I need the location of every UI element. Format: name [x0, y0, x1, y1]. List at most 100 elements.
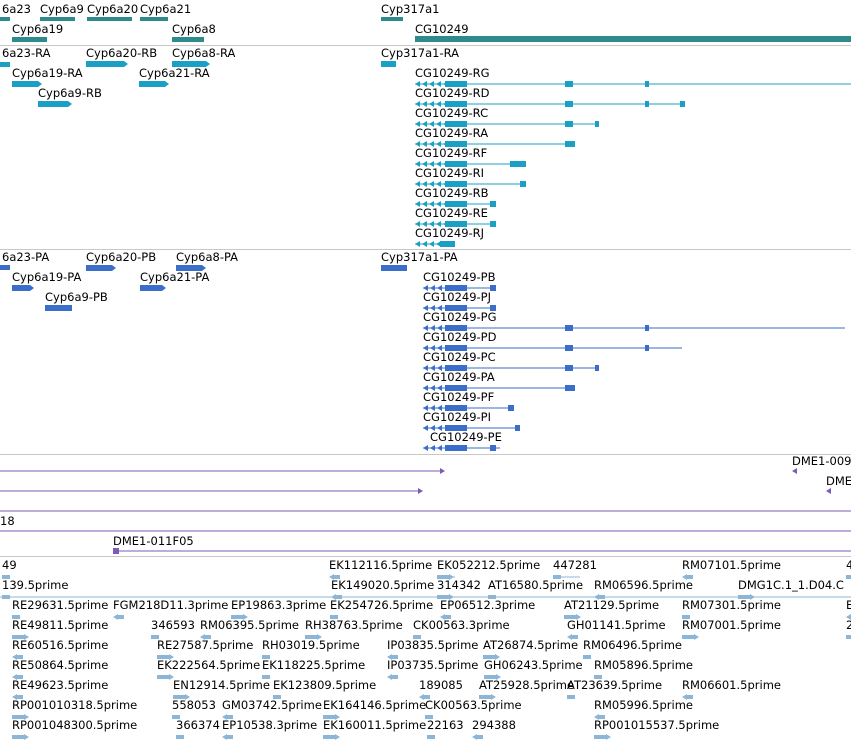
feature-label-rm07101-5prime[interactable]: RM07101.5prime	[682, 558, 781, 572]
protein-cg10249-pa-arrow[interactable]	[437, 385, 442, 391]
transcript-cg10249-rc-exon[interactable]	[595, 121, 599, 127]
est-re50864-5prime[interactable]	[17, 675, 23, 679]
feature-label-cg10249-rj[interactable]: CG10249-RJ	[415, 226, 485, 240]
feature-label-139-5prime[interactable]: 139.5prime	[2, 578, 69, 592]
transcript-exon[interactable]	[86, 61, 128, 67]
feature-label-at26874-5prime[interactable]: AT26874.5prime	[483, 638, 579, 652]
protein-cg10249-pg-exon[interactable]	[565, 325, 573, 331]
feature-label-cg10249-rb[interactable]: CG10249-RB	[415, 186, 489, 200]
est-e[interactable]	[846, 614, 851, 620]
est-re60516-5prime[interactable]	[17, 655, 23, 659]
transcript-cg10249-rg-arrow[interactable]	[422, 81, 427, 87]
est-ck00563-5prime[interactable]	[425, 715, 433, 719]
feature-label-gh01141-5prime[interactable]: GH01141.5prime	[567, 618, 666, 632]
feature-label-ek118225-5prime[interactable]: EK118225.5prime	[262, 658, 366, 672]
feature-label-rm07001-5prime[interactable]: RM07001.5prime	[682, 618, 781, 632]
protein-cg10249-pb-arrow[interactable]	[430, 285, 435, 291]
feature-label-366374[interactable]: 366374	[176, 718, 220, 732]
est-rm07101-5prime[interactable]	[687, 575, 693, 579]
est-ek222564-5prime[interactable]	[169, 674, 174, 680]
gene-bar[interactable]	[415, 36, 851, 42]
transcript-cg10249-rb-exon[interactable]	[445, 201, 467, 207]
transcript-cg10249-rg-arrow[interactable]	[429, 81, 434, 87]
est-rm07001-5prime[interactable]	[682, 635, 694, 639]
transcript-exon[interactable]	[172, 61, 210, 67]
transcript-exon[interactable]	[139, 81, 169, 87]
feature-label-cyp6a20-rb[interactable]: Cyp6a20-RB	[86, 46, 158, 60]
transcript-exon[interactable]	[381, 61, 396, 67]
gene-bar[interactable]	[381, 17, 403, 21]
est-ek160011-5prime[interactable]	[323, 735, 335, 739]
feature-label-at21129-5prime[interactable]: AT21129.5prime	[564, 598, 660, 612]
protein-cg10249-pg-arrow[interactable]	[423, 325, 428, 331]
feature-label-cg10249-pe[interactable]: CG10249-PE	[430, 430, 502, 444]
est-re27587-5prime[interactable]	[169, 654, 174, 660]
est-gh01141-5prime[interactable]	[572, 635, 578, 639]
transcript-cg10249-rj-exon[interactable]	[440, 241, 455, 247]
protein-exon[interactable]	[12, 285, 34, 291]
feature-label-ek222564-5prime[interactable]: EK222564.5prime	[157, 658, 261, 672]
feature-label-ek123809-5prime[interactable]: EK123809.5prime	[273, 678, 377, 692]
est-4[interactable]	[846, 575, 851, 579]
protein-cg10249-pj-arrow[interactable]	[430, 305, 435, 311]
transcript-cg10249-rf-arrow[interactable]	[415, 161, 420, 167]
transcript-cg10249-rd-arrow[interactable]	[415, 101, 420, 107]
est-ip03835-5prime[interactable]	[387, 654, 392, 660]
transcript-cg10249-ra-arrow[interactable]	[429, 141, 434, 147]
est-fgm218d11-3prime[interactable]	[118, 615, 124, 619]
protein-cg10249-pb-arrow[interactable]	[423, 285, 428, 291]
transcript-cg10249-rj-arrow[interactable]	[422, 241, 427, 247]
transcript-cg10249-re-arrow[interactable]	[436, 221, 441, 227]
transcript-cg10249-re-exon[interactable]	[490, 221, 496, 227]
protein-exon[interactable]	[45, 305, 72, 311]
est-rm06395-5prime[interactable]	[205, 635, 211, 639]
est-ek164146-5prime[interactable]	[323, 715, 335, 719]
clone-arrow[interactable]	[792, 468, 797, 474]
est-rm07101-5prime[interactable]	[682, 574, 687, 580]
protein-cg10249-pi-arrow[interactable]	[437, 425, 442, 431]
feature-label-6a23-pa[interactable]: 6a23-PA	[2, 250, 50, 264]
protein-cg10249-pe-exon[interactable]	[490, 445, 496, 451]
est-rp001048300-5prime[interactable]	[24, 734, 29, 740]
est-rm05996-5prime[interactable]	[599, 715, 605, 719]
gene-bar[interactable]	[40, 17, 75, 21]
clone-arrow[interactable]	[826, 488, 831, 494]
est-2[interactable]	[846, 635, 851, 639]
transcript-cg10249-rc-arrow[interactable]	[415, 121, 420, 127]
feature-label-rm06496-5prime[interactable]: RM06496.5prime	[583, 638, 682, 652]
feature-label-cyp6a8[interactable]: Cyp6a8	[172, 22, 216, 36]
clone-end[interactable]	[113, 548, 119, 554]
feature-label-cyp6a9-pb[interactable]: Cyp6a9-PB	[45, 290, 108, 304]
feature-label-cyp6a21[interactable]: Cyp6a21	[140, 2, 192, 16]
transcript-cg10249-rc-exon[interactable]	[565, 121, 573, 127]
feature-label-re49811-5prime[interactable]: RE49811.5prime	[12, 618, 109, 632]
est-ip03735-5prime[interactable]	[392, 675, 398, 679]
feature-label-447281[interactable]: 447281	[553, 558, 597, 572]
feature-label-558053[interactable]: 558053	[172, 698, 216, 712]
protein-cg10249-pi-arrow[interactable]	[423, 425, 428, 431]
transcript-cg10249-rd-exon[interactable]	[445, 101, 467, 107]
transcript-cg10249-rc-arrow[interactable]	[429, 121, 434, 127]
transcript-exon[interactable]	[38, 101, 72, 107]
est-rp001015537-5prime[interactable]	[594, 735, 606, 739]
transcript-cg10249-rb-arrow[interactable]	[429, 201, 434, 207]
feature-label-cyp317a1-pa[interactable]: Cyp317a1-PA	[381, 250, 458, 264]
transcript-cg10249-rj-arrow[interactable]	[429, 241, 434, 247]
est-ep10538-3prime[interactable]	[222, 734, 227, 740]
feature-label-rm07301-5prime[interactable]: RM07301.5prime	[682, 598, 781, 612]
feature-label-cg10249-pj[interactable]: CG10249-PJ	[423, 290, 492, 304]
feature-label-dme[interactable]: DME	[826, 474, 851, 488]
feature-label-49[interactable]: 49	[2, 558, 17, 572]
protein-exon[interactable]	[381, 265, 407, 271]
est-gm03742-5prime[interactable]	[227, 715, 233, 719]
protein-cg10249-pb-arrow[interactable]	[437, 285, 442, 291]
protein-cg10249-pj-arrow[interactable]	[437, 305, 442, 311]
protein-cg10249-pc-arrow[interactable]	[430, 365, 435, 371]
feature-label-dme1-009[interactable]: DME1-009	[792, 454, 851, 468]
protein-cg10249-pe-arrow[interactable]	[430, 445, 435, 451]
est-294388[interactable]	[472, 734, 477, 740]
feature-label-gm03742-5prime[interactable]: GM03742.5prime	[222, 698, 322, 712]
protein-cg10249-pd-arrow[interactable]	[423, 345, 428, 351]
feature-label-rm06601-5prime[interactable]: RM06601.5prime	[682, 678, 781, 692]
feature-label-cyp6a19-pa[interactable]: Cyp6a19-PA	[12, 270, 82, 284]
